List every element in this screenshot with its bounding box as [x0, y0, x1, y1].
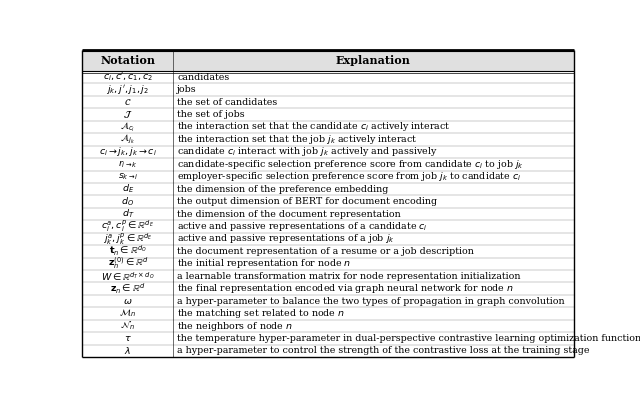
Text: $\mathcal{N}_n$: $\mathcal{N}_n$ [120, 320, 136, 332]
Text: $r_{i\rightarrow k}$: $r_{i\rightarrow k}$ [118, 158, 138, 170]
Bar [83, 158, 573, 170]
Bar [83, 270, 573, 283]
Text: $\omega$: $\omega$ [123, 297, 132, 305]
Text: the interaction set that the job $j_k$ actively interact: the interaction set that the job $j_k$ a… [177, 133, 418, 146]
Text: $\mathbf{t}_n \in \mathbb{R}^{d_O}$: $\mathbf{t}_n \in \mathbb{R}^{d_O}$ [109, 244, 147, 258]
Bar [83, 208, 573, 220]
Text: a learnable transformation matrix for node representation initialization: a learnable transformation matrix for no… [177, 272, 521, 281]
Bar [83, 170, 573, 183]
Bar [83, 220, 573, 233]
Text: active and passive representations of a job $j_k$: active and passive representations of a … [177, 233, 395, 245]
Bar [83, 283, 573, 295]
Bar [83, 320, 573, 332]
Bar [83, 258, 573, 270]
Text: $c_i^a, c_i^p \in \mathbb{R}^{d_E}$: $c_i^a, c_i^p \in \mathbb{R}^{d_E}$ [101, 218, 154, 235]
Text: candidate-specific selection preference score from candidate $c_i$ to job $j_k$: candidate-specific selection preference … [177, 158, 524, 171]
Bar [83, 83, 573, 96]
Text: $\mathcal{A}_{j_k}$: $\mathcal{A}_{j_k}$ [120, 133, 135, 146]
Text: Notation: Notation [100, 55, 156, 66]
Text: the interaction set that the candidate $c_i$ actively interact: the interaction set that the candidate $… [177, 120, 451, 133]
Text: the temperature hyper-parameter in dual-perspective contrastive learning optimiz: the temperature hyper-parameter in dual-… [177, 334, 640, 343]
Text: active and passive representations of a candidate $c_i$: active and passive representations of a … [177, 220, 428, 233]
Text: $\mathcal{C}$: $\mathcal{C}$ [124, 97, 132, 107]
Bar [83, 307, 573, 320]
Text: employer-specific selection preference score from job $j_k$ to candidate $c_i$: employer-specific selection preference s… [177, 170, 522, 183]
Bar [83, 245, 573, 258]
Text: the document representation of a resume or a job description: the document representation of a resume … [177, 247, 474, 256]
Text: the output dimension of BERT for document encoding: the output dimension of BERT for documen… [177, 197, 437, 206]
Text: the dimension of the preference embedding: the dimension of the preference embeddin… [177, 185, 388, 194]
Text: $\mathbf{z}_n^{(0)} \in \mathbb{R}^d$: $\mathbf{z}_n^{(0)} \in \mathbb{R}^d$ [108, 256, 148, 271]
Text: $W \in \mathbb{R}^{d_T \times d_O}$: $W \in \mathbb{R}^{d_T \times d_O}$ [101, 270, 155, 283]
Text: the set of jobs: the set of jobs [177, 110, 245, 119]
Text: a hyper-parameter to control the strength of the contrastive loss at the trainin: a hyper-parameter to control the strengt… [177, 347, 590, 355]
Text: the neighbors of node $n$: the neighbors of node $n$ [177, 320, 293, 332]
Text: $d_E$: $d_E$ [122, 183, 134, 195]
Text: the matching set related to node $n$: the matching set related to node $n$ [177, 307, 346, 320]
Text: $c_i, c^{\prime}, c_1, c_2$: $c_i, c^{\prime}, c_1, c_2$ [103, 71, 153, 83]
Text: $\mathbf{z}_n \in \mathbb{R}^d$: $\mathbf{z}_n \in \mathbb{R}^d$ [110, 282, 145, 296]
Bar [83, 332, 573, 345]
Text: $\mathcal{J}$: $\mathcal{J}$ [123, 109, 132, 120]
Bar [83, 233, 573, 245]
Bar [83, 345, 573, 357]
Bar [83, 295, 573, 307]
Bar [83, 195, 573, 208]
Bar [83, 121, 573, 133]
Bar [83, 183, 573, 195]
Text: $s_{k\rightarrow i}$: $s_{k\rightarrow i}$ [118, 172, 138, 182]
Text: a hyper-parameter to balance the two types of propagation in graph convolution: a hyper-parameter to balance the two typ… [177, 297, 565, 305]
Text: jobs: jobs [177, 85, 197, 94]
Text: $\lambda$: $\lambda$ [124, 345, 131, 356]
Text: $\mathcal{A}_{c_i}$: $\mathcal{A}_{c_i}$ [120, 120, 136, 134]
Text: candidate $c_i$ interact with job $j_k$ actively and passively: candidate $c_i$ interact with job $j_k$ … [177, 145, 438, 158]
Text: the final representation encoded via graph neural network for node $n$: the final representation encoded via gra… [177, 282, 515, 295]
Text: $c_i \rightarrow j_k, j_k \rightarrow c_i$: $c_i \rightarrow j_k, j_k \rightarrow c_… [99, 145, 157, 158]
Text: the set of candidates: the set of candidates [177, 98, 278, 107]
Text: $d_T$: $d_T$ [122, 208, 134, 220]
Text: $j_k^a, j_k^p \in \mathbb{R}^{d_E}$: $j_k^a, j_k^p \in \mathbb{R}^{d_E}$ [103, 231, 153, 247]
Text: Explanation: Explanation [336, 55, 411, 66]
Bar [83, 50, 573, 71]
Text: $d_O$: $d_O$ [122, 195, 134, 208]
Bar [83, 71, 573, 83]
Bar [83, 108, 573, 121]
Text: the initial representation for node $n$: the initial representation for node $n$ [177, 258, 351, 270]
Text: candidates: candidates [177, 73, 230, 82]
Text: the dimension of the document representation: the dimension of the document representa… [177, 210, 401, 218]
Text: $j_k, j^{\prime}, j_1, j_2$: $j_k, j^{\prime}, j_1, j_2$ [106, 83, 150, 96]
Text: $\mathcal{M}_n$: $\mathcal{M}_n$ [120, 308, 136, 319]
Bar [83, 133, 573, 145]
Bar [83, 145, 573, 158]
Text: $\tau$: $\tau$ [124, 334, 132, 343]
Bar [83, 96, 573, 108]
